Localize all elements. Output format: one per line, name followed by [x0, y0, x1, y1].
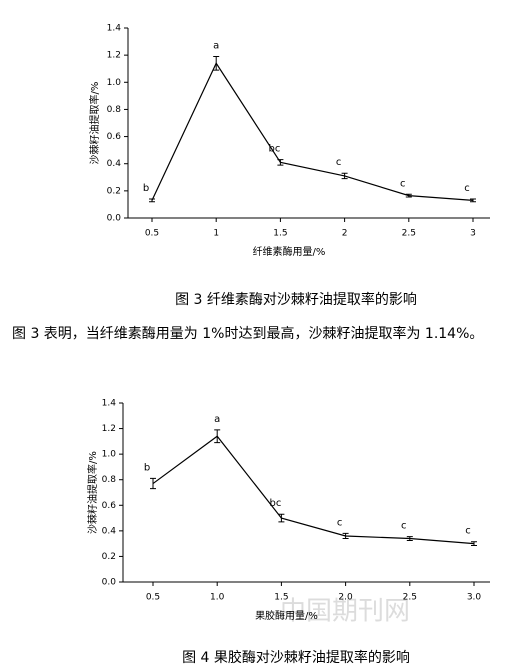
y-tick-label: 1.4: [107, 24, 122, 34]
significance-letter: b: [143, 183, 149, 194]
y-tick-label: 0.2: [102, 552, 116, 562]
y-tick-label: 0.6: [107, 132, 122, 142]
caption: 图 3 纤维素酶对沙棘籽油提取率的影响: [175, 291, 417, 308]
significance-letter: a: [214, 414, 220, 425]
x-tick-label: 0.5: [145, 229, 159, 239]
error-bar: [277, 159, 284, 166]
error-bar: [214, 429, 221, 444]
caption: 图 4 果胶酶对沙棘籽油提取率的影响: [182, 649, 410, 666]
error-bar: [470, 198, 476, 203]
significance-letter: c: [401, 521, 407, 532]
error-bar: [149, 198, 155, 203]
y-tick-label: 1.2: [107, 51, 121, 61]
paragraph: 图 3 表明，当纤维素酶用量为 1%时达到最高，沙棘籽油提取率为 1.14%。: [12, 325, 483, 342]
x-tick-label: 2.0: [338, 593, 353, 603]
x-tick-label: 3.0: [467, 593, 482, 603]
x-axis-title: 果胶酶用量/%: [255, 609, 318, 622]
error-bar: [405, 193, 412, 198]
significance-letter: c: [337, 517, 343, 528]
x-tick-label: 2: [342, 229, 348, 239]
error-bar: [278, 513, 285, 523]
y-tick-label: 0.4: [102, 526, 117, 536]
watermark: 中国期刊网: [280, 597, 410, 627]
line: [152, 435, 475, 545]
x-tick-label: 1.5: [273, 229, 287, 239]
x-tick-label: 1: [213, 229, 219, 239]
significance-letter: c: [400, 178, 406, 189]
error-bar: [341, 172, 348, 180]
significance-letter: a: [213, 41, 219, 52]
y-tick-label: 0.8: [102, 475, 117, 485]
y-tick-label: 0.8: [107, 105, 122, 115]
x-tick-label: 1.0: [210, 593, 225, 603]
error-bar: [150, 477, 156, 490]
y-tick-label: 0.0: [107, 214, 122, 224]
significance-letter: c: [465, 526, 471, 537]
error-bar: [471, 541, 477, 547]
y-tick-label: 0.4: [107, 159, 122, 169]
significance-letter: bc: [269, 498, 281, 509]
x-tick-label: 3: [470, 229, 476, 239]
y-tick-label: 0.2: [107, 186, 121, 196]
y-tick-label: 0.0: [102, 578, 117, 588]
y-tick-label: 0.6: [102, 501, 117, 511]
y-axis-title: 沙棘籽油提取率/%: [88, 82, 101, 165]
y-tick-label: 1.4: [102, 399, 117, 409]
significance-letter: c: [464, 183, 470, 194]
error-bar: [342, 532, 349, 540]
significance-letter: bc: [268, 144, 280, 155]
y-tick-label: 1.0: [107, 78, 122, 88]
significance-letter: b: [144, 462, 150, 473]
y-axis-title: 沙棘籽油提取率/%: [86, 451, 99, 534]
y-tick-label: 1.2: [102, 424, 116, 434]
error-bar: [213, 56, 220, 71]
error-bar: [406, 536, 413, 541]
x-tick-label: 2.5: [402, 229, 416, 239]
x-tick-label: 2.5: [403, 593, 417, 603]
y-tick-label: 1.0: [102, 450, 117, 460]
x-axis-title: 纤维素酶用量/%: [253, 245, 326, 258]
significance-letter: c: [336, 157, 342, 168]
x-tick-label: 0.5: [146, 593, 160, 603]
x-tick-label: 1.5: [274, 593, 288, 603]
line: [151, 62, 474, 201]
